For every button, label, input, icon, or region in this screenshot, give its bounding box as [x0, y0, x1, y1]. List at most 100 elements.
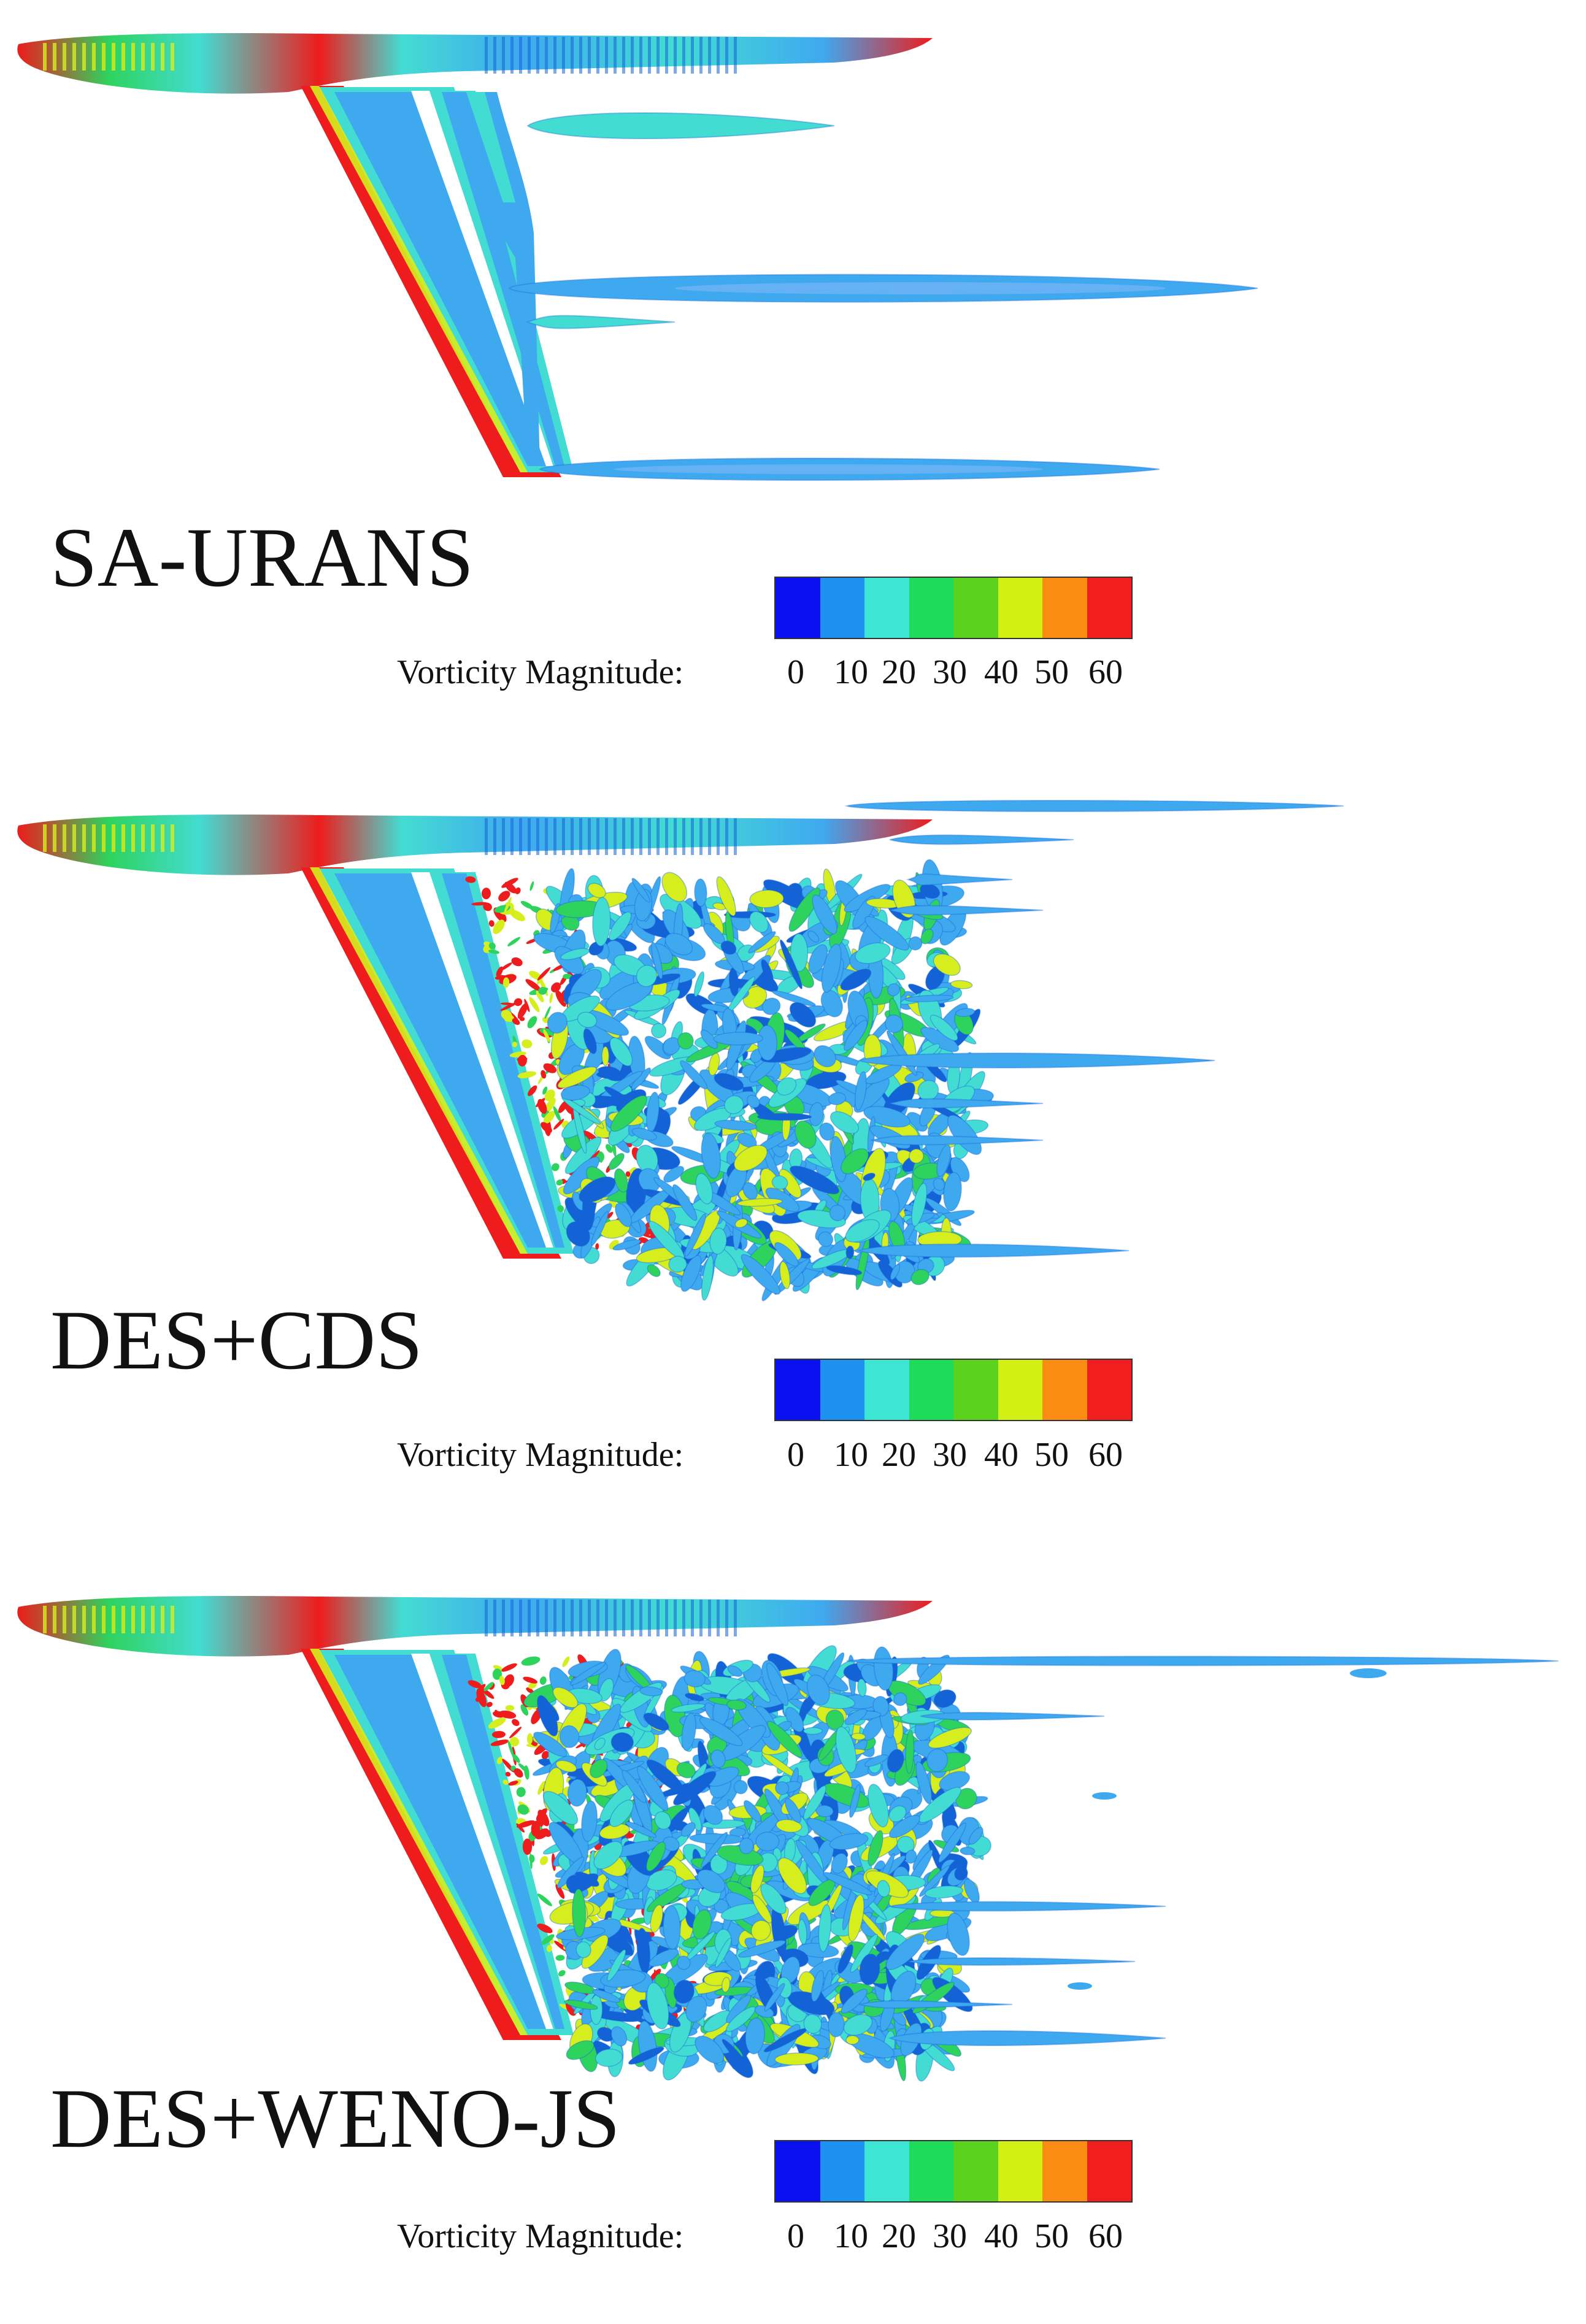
vortex-structure — [924, 1885, 964, 1899]
flap-inner — [442, 1655, 564, 2029]
surface-stripe — [639, 37, 642, 74]
surface-stripe — [485, 1600, 488, 1636]
vortex-structure — [828, 1092, 847, 1105]
vortex-structure — [607, 1949, 626, 1982]
separation-structure — [477, 1684, 486, 1692]
separation-structure — [541, 1070, 547, 1079]
surface-stripe — [485, 37, 488, 74]
separation-structure — [499, 1676, 505, 1685]
surface-stripe — [536, 1600, 539, 1636]
surface-stripe — [562, 37, 565, 74]
surface-stripe — [639, 1600, 642, 1636]
surface-stripe — [614, 818, 617, 855]
surface-stripe — [171, 824, 174, 852]
vortex-structure — [745, 2017, 765, 2055]
vortex-structure — [701, 1255, 714, 1301]
flow-visualization-sa-urans — [17, 33, 1258, 481]
vortex-structure — [661, 872, 688, 902]
separation-structure — [606, 1144, 613, 1153]
vortex-structure — [756, 1113, 812, 1121]
surface-stripe — [141, 824, 145, 852]
vortex-structure — [775, 1781, 790, 1795]
separation-structure — [520, 1704, 529, 1716]
vortex-structure — [552, 1687, 579, 1708]
vortex-structure — [685, 1995, 707, 2023]
vortex-structure — [819, 1122, 835, 1141]
surface-stripe — [699, 37, 703, 74]
legend-tick-label: 30 — [933, 1436, 967, 1474]
vortex-structure — [579, 1176, 616, 1203]
separation-structure — [538, 987, 547, 995]
surface-stripe — [656, 1600, 660, 1636]
vortex-structure — [761, 959, 774, 983]
vortex-structure — [828, 2012, 845, 2038]
separation-structure — [557, 1205, 564, 1213]
surface-stripe — [725, 37, 728, 74]
surface-stripe — [691, 1600, 694, 1636]
vortex-structure — [681, 1712, 696, 1751]
vortex-structure — [651, 1022, 667, 1038]
legend-tick-label: 50 — [1034, 1436, 1069, 1474]
vortex-structure — [684, 1213, 707, 1257]
separation-structure — [537, 1099, 547, 1114]
vortex-structure — [615, 1203, 632, 1227]
separation-structure — [526, 1733, 533, 1744]
vortex-structure — [591, 1211, 609, 1246]
vortex-structure — [788, 887, 820, 932]
surface-stripe — [605, 818, 608, 855]
surface-stripe — [674, 1600, 677, 1636]
vortex-structure — [589, 1758, 608, 1779]
wake-vortex-tail — [889, 1098, 1044, 1109]
legend-tick-label: 10 — [834, 1436, 868, 1474]
surface-stripe — [82, 824, 86, 852]
surface-stripe — [691, 37, 694, 74]
vortex-structure — [844, 1019, 868, 1051]
vortex-structure — [683, 1670, 706, 1688]
fuselage — [17, 814, 933, 875]
vortex-structure — [680, 1060, 708, 1090]
legend-tick-label: 60 — [1088, 1436, 1123, 1474]
separation-structure — [494, 1709, 499, 1717]
vortex-core — [607, 120, 804, 132]
vortex-structure — [887, 1749, 904, 1773]
vortex-structure — [797, 1942, 839, 1958]
separation-structure — [537, 1781, 545, 1795]
vortex-structure — [592, 1989, 621, 2003]
vortex-structure — [955, 1008, 976, 1018]
surface-stripe — [102, 1606, 106, 1633]
vortex-structure — [714, 1119, 758, 1131]
vortex-structure — [806, 1674, 830, 1706]
vortex-structure — [644, 1035, 671, 1060]
vortex-structure — [595, 2049, 623, 2067]
vortex-structure — [668, 1256, 687, 1273]
separation-structure — [563, 973, 572, 980]
separation-structure — [517, 1003, 528, 1019]
vortex-structure — [809, 1102, 824, 1127]
vortex-structure — [664, 1694, 686, 1738]
surface-stripe — [171, 43, 174, 71]
separation-structure — [504, 897, 512, 913]
vortex-structure — [918, 1787, 961, 1823]
wake-vortex-tail — [858, 2000, 1013, 2009]
vortex-structure — [853, 1077, 890, 1113]
vortex-structure — [943, 1172, 962, 1211]
vortex-structure — [663, 1037, 680, 1055]
separation-structure — [537, 1893, 552, 1906]
separation-structure — [517, 1804, 529, 1815]
colorbar — [774, 2140, 1133, 2203]
surface-stripe — [596, 37, 599, 74]
vortex-structure — [651, 941, 663, 980]
separation-structure — [514, 998, 523, 1007]
vortex-structure — [771, 1175, 788, 1190]
vortex-structure — [720, 940, 737, 955]
surface-stripe — [43, 824, 47, 852]
vortex-structure — [868, 1784, 889, 1828]
vortex-structure — [734, 1218, 748, 1229]
vortex-structure — [803, 1785, 826, 1820]
separation-structure — [471, 902, 488, 906]
vortex-structure — [741, 1254, 781, 1295]
vortex-structure — [830, 1111, 859, 1134]
vortex-structure — [592, 897, 611, 947]
surface-stripe — [161, 43, 164, 71]
vortex-structure — [650, 1904, 664, 1933]
